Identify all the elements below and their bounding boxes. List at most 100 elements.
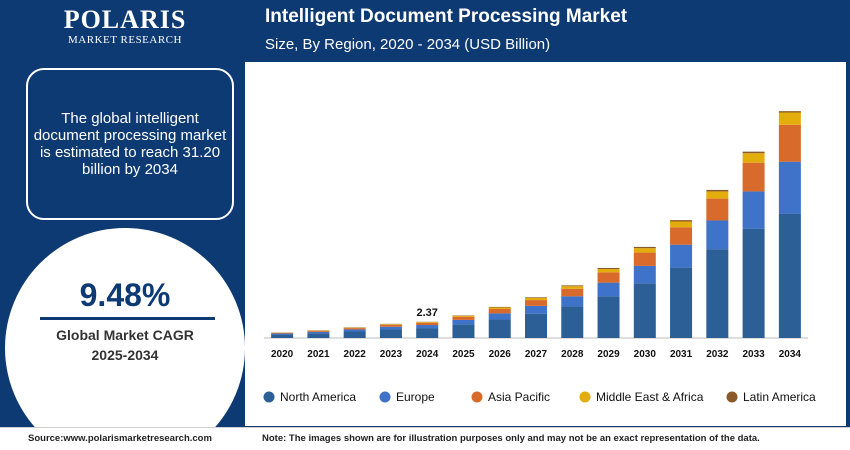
bar-segment: [307, 330, 330, 332]
x-tick-label: 2027: [525, 349, 548, 360]
legend-marker: [379, 391, 391, 403]
cagr-value: 9.48%: [79, 277, 171, 313]
bar-segment: [778, 111, 801, 113]
bar-segment: [271, 334, 294, 338]
bar-segment: [633, 265, 656, 284]
bar-segment: [416, 328, 439, 338]
brand-name: POLARIS: [63, 5, 187, 34]
cagr-label-line2: 2025-2034: [91, 347, 159, 363]
bar-segment: [742, 228, 765, 338]
legend-label: Europe: [396, 390, 435, 404]
bar-segment: [670, 267, 693, 338]
bar-segment: [452, 319, 475, 325]
footer: Source:www.polarismarketresearch.com Not…: [0, 427, 850, 450]
x-tick-label: 2028: [561, 349, 584, 360]
note-text: Note: The images shown are for illustrat…: [262, 433, 760, 444]
cagr-circle: [5, 228, 245, 450]
bar-segment: [379, 326, 402, 330]
brand-logo: POLARIS MARKET RESEARCH: [0, 5, 250, 47]
bar-segment: [742, 151, 765, 154]
bar-segment: [525, 300, 547, 306]
bar-segment: [561, 306, 584, 338]
bar-segment: [343, 328, 366, 330]
x-tick-label: 2029: [597, 349, 620, 360]
x-tick-label: 2030: [634, 349, 657, 360]
bar-segment: [452, 315, 475, 317]
bar-segment: [525, 297, 547, 299]
bar-segment: [379, 324, 402, 325]
bar-segment: [597, 272, 620, 283]
bar-segment: [597, 267, 620, 269]
x-tick-label: 2022: [344, 349, 367, 360]
bar-segment: [452, 316, 475, 320]
bar-segment: [633, 252, 656, 266]
bar-segment: [416, 322, 439, 323]
bar-segment: [307, 333, 330, 338]
bar-segment: [488, 307, 511, 309]
bar-segment: [706, 249, 729, 338]
x-tick-label: 2024: [416, 349, 439, 360]
x-tick-label: 2033: [742, 349, 765, 360]
bar-segment: [416, 322, 439, 326]
bar-segment: [778, 213, 801, 338]
bar-segment: [778, 161, 801, 214]
bar-segment: [561, 288, 584, 297]
x-tick-label: 2021: [307, 349, 330, 360]
data-label: 2.37: [416, 307, 437, 319]
x-tick-label: 2023: [380, 349, 403, 360]
bar-segment: [742, 153, 765, 163]
x-tick-label: 2026: [489, 349, 512, 360]
x-tick-label: 2025: [452, 349, 475, 360]
legend-marker: [263, 391, 275, 403]
bar-segment: [488, 313, 511, 320]
bar-segment: [597, 268, 620, 273]
bar-segment: [633, 283, 656, 338]
legend-label: North America: [280, 390, 356, 404]
info-text: The global intelligent document processi…: [33, 110, 227, 178]
bar-segment: [525, 305, 547, 314]
bar-segment: [597, 282, 620, 297]
bar-segment: [706, 220, 729, 250]
bar-segment: [488, 306, 511, 308]
bar-segment: [670, 227, 693, 245]
bar-segment: [670, 244, 693, 268]
cagr-label-line1: Global Market CAGR: [56, 327, 194, 343]
legend-label: Latin America: [743, 390, 816, 404]
chart-title: Intelligent Document Processing Market: [265, 6, 628, 27]
bar-segment: [778, 112, 801, 125]
bar-segment: [561, 286, 584, 289]
x-tick-label: 2032: [706, 349, 729, 360]
bar-segment: [742, 191, 765, 229]
x-tick-label: 2020: [271, 349, 294, 360]
legend-marker: [726, 391, 738, 403]
brand-tagline: MARKET RESEARCH: [68, 34, 182, 46]
chart-panel: 2020 2021 2022 2023 2024 2.37 2025 2026 2027 2028…: [245, 62, 846, 426]
stacked-bar-chart: 2020 2021 2022 2023 2024 2.37 2025 2026 2027 2028…: [263, 111, 816, 404]
bar-segment: [525, 298, 547, 301]
bar-segment: [488, 308, 511, 314]
bar-segment: [633, 248, 656, 253]
bar-segment: [307, 331, 330, 334]
bar-segment: [488, 319, 511, 338]
bar-segment: [597, 296, 620, 338]
legend-marker: [579, 391, 591, 403]
bar-segment: [561, 285, 584, 287]
bar-segment: [778, 124, 801, 162]
cagr-divider: [40, 317, 215, 320]
bar-segment: [271, 333, 294, 335]
bar-segment: [706, 198, 729, 221]
x-tick-label: 2034: [779, 349, 802, 360]
legend-marker: [471, 391, 483, 403]
source-text: Source:www.polarismarketresearch.com: [28, 433, 212, 444]
info-box: The global intelligent document processi…: [26, 68, 234, 220]
bar-segment: [742, 162, 765, 192]
bar-segment: [379, 324, 402, 327]
bar-segment: [416, 325, 439, 329]
bar-segment: [452, 324, 475, 338]
legend-label: Asia Pacific: [488, 390, 550, 404]
bar-segment: [525, 313, 547, 338]
bar-segment: [379, 329, 402, 338]
bar-segment: [706, 191, 729, 199]
bar-segment: [343, 329, 366, 332]
bar-segment: [271, 332, 294, 334]
